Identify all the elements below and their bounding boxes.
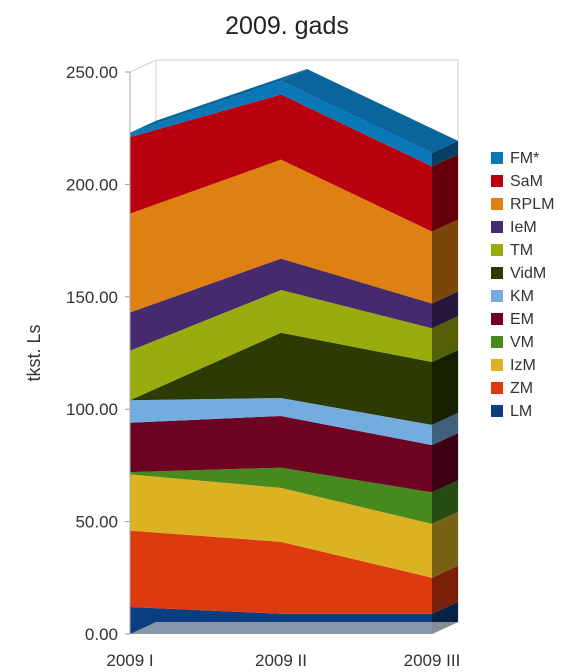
x-tick-label: 2009 II: [255, 651, 307, 670]
legend-entry: KM: [510, 288, 534, 305]
area-side-zm: [432, 565, 458, 614]
legend-entry: TM: [510, 242, 533, 259]
y-axis-label: tkst. Ls: [24, 324, 44, 381]
area-iem: [130, 258, 432, 351]
area-zm: [130, 530, 432, 614]
legend: FM* SaM RPLM IeM TM VidM KM EM VM IzM ZM LM: [491, 150, 554, 420]
legend-swatch: [491, 267, 503, 279]
legend-swatch: [491, 405, 503, 417]
legend-swatch: [491, 359, 503, 371]
legend-entry: ZM: [510, 380, 533, 397]
area-side-fmstar: [432, 140, 458, 167]
chart-title: 2009. gads: [225, 12, 349, 40]
legend-entry: IeM: [510, 219, 537, 236]
x-tick-label: 2009 I: [106, 651, 153, 670]
x-tick-label: 2009 III: [404, 651, 461, 670]
legend-entry: FM*: [510, 150, 539, 167]
legend-entry: RPLM: [510, 196, 554, 213]
area-side-vm: [432, 480, 458, 524]
legend-swatch: [491, 244, 503, 256]
area-vidm: [130, 332, 432, 425]
legend-swatch: [491, 382, 503, 394]
area-vm: [130, 467, 432, 524]
legend-entry: SaM: [510, 173, 543, 190]
y-tick-label: 0.00: [85, 625, 118, 644]
area-side-em: [432, 433, 458, 493]
y-tick-label: 250.00: [66, 63, 118, 82]
y-tick-label: 50.00: [75, 513, 118, 532]
legend-swatch: [491, 175, 503, 187]
area-tm: [130, 290, 432, 401]
legend-swatch: [491, 152, 503, 164]
area-izm: [130, 474, 432, 578]
wall-edge-left: [129, 59, 157, 73]
plot-floor: [130, 622, 458, 634]
legend-entry: IzM: [510, 357, 536, 374]
area-rplm: [130, 159, 432, 313]
legend-swatch: [491, 290, 503, 302]
area-sam: [130, 94, 432, 232]
area-side-km: [432, 412, 458, 446]
area-top-1: [281, 68, 458, 153]
legend-swatch: [491, 198, 503, 210]
area-top-0: [130, 68, 307, 133]
area-side-izm: [432, 511, 458, 578]
axes: 0.00 50.00 100.00 150.00 200.00 250.00 tkst. L…: [24, 63, 460, 670]
legend-entry: EM: [510, 311, 534, 328]
area-em: [130, 415, 432, 493]
y-tick-label: 200.00: [66, 175, 118, 194]
area-km: [130, 397, 432, 446]
legend-swatch: [491, 313, 503, 325]
legend-swatch: [491, 336, 503, 348]
legend-entry: LM: [510, 403, 532, 420]
y-tick-label: 100.00: [66, 400, 118, 419]
legend-entry: VidM: [510, 265, 546, 282]
y-tick-label: 150.00: [66, 288, 118, 307]
area-side-rplm: [432, 219, 458, 304]
legend-entry: VM: [510, 334, 534, 351]
area-series: [130, 68, 458, 634]
area-side-iem: [432, 291, 458, 329]
area-side-sam: [432, 154, 458, 232]
legend-swatch: [491, 221, 503, 233]
area-side-tm: [432, 316, 458, 362]
area-side-vidm: [432, 349, 458, 425]
